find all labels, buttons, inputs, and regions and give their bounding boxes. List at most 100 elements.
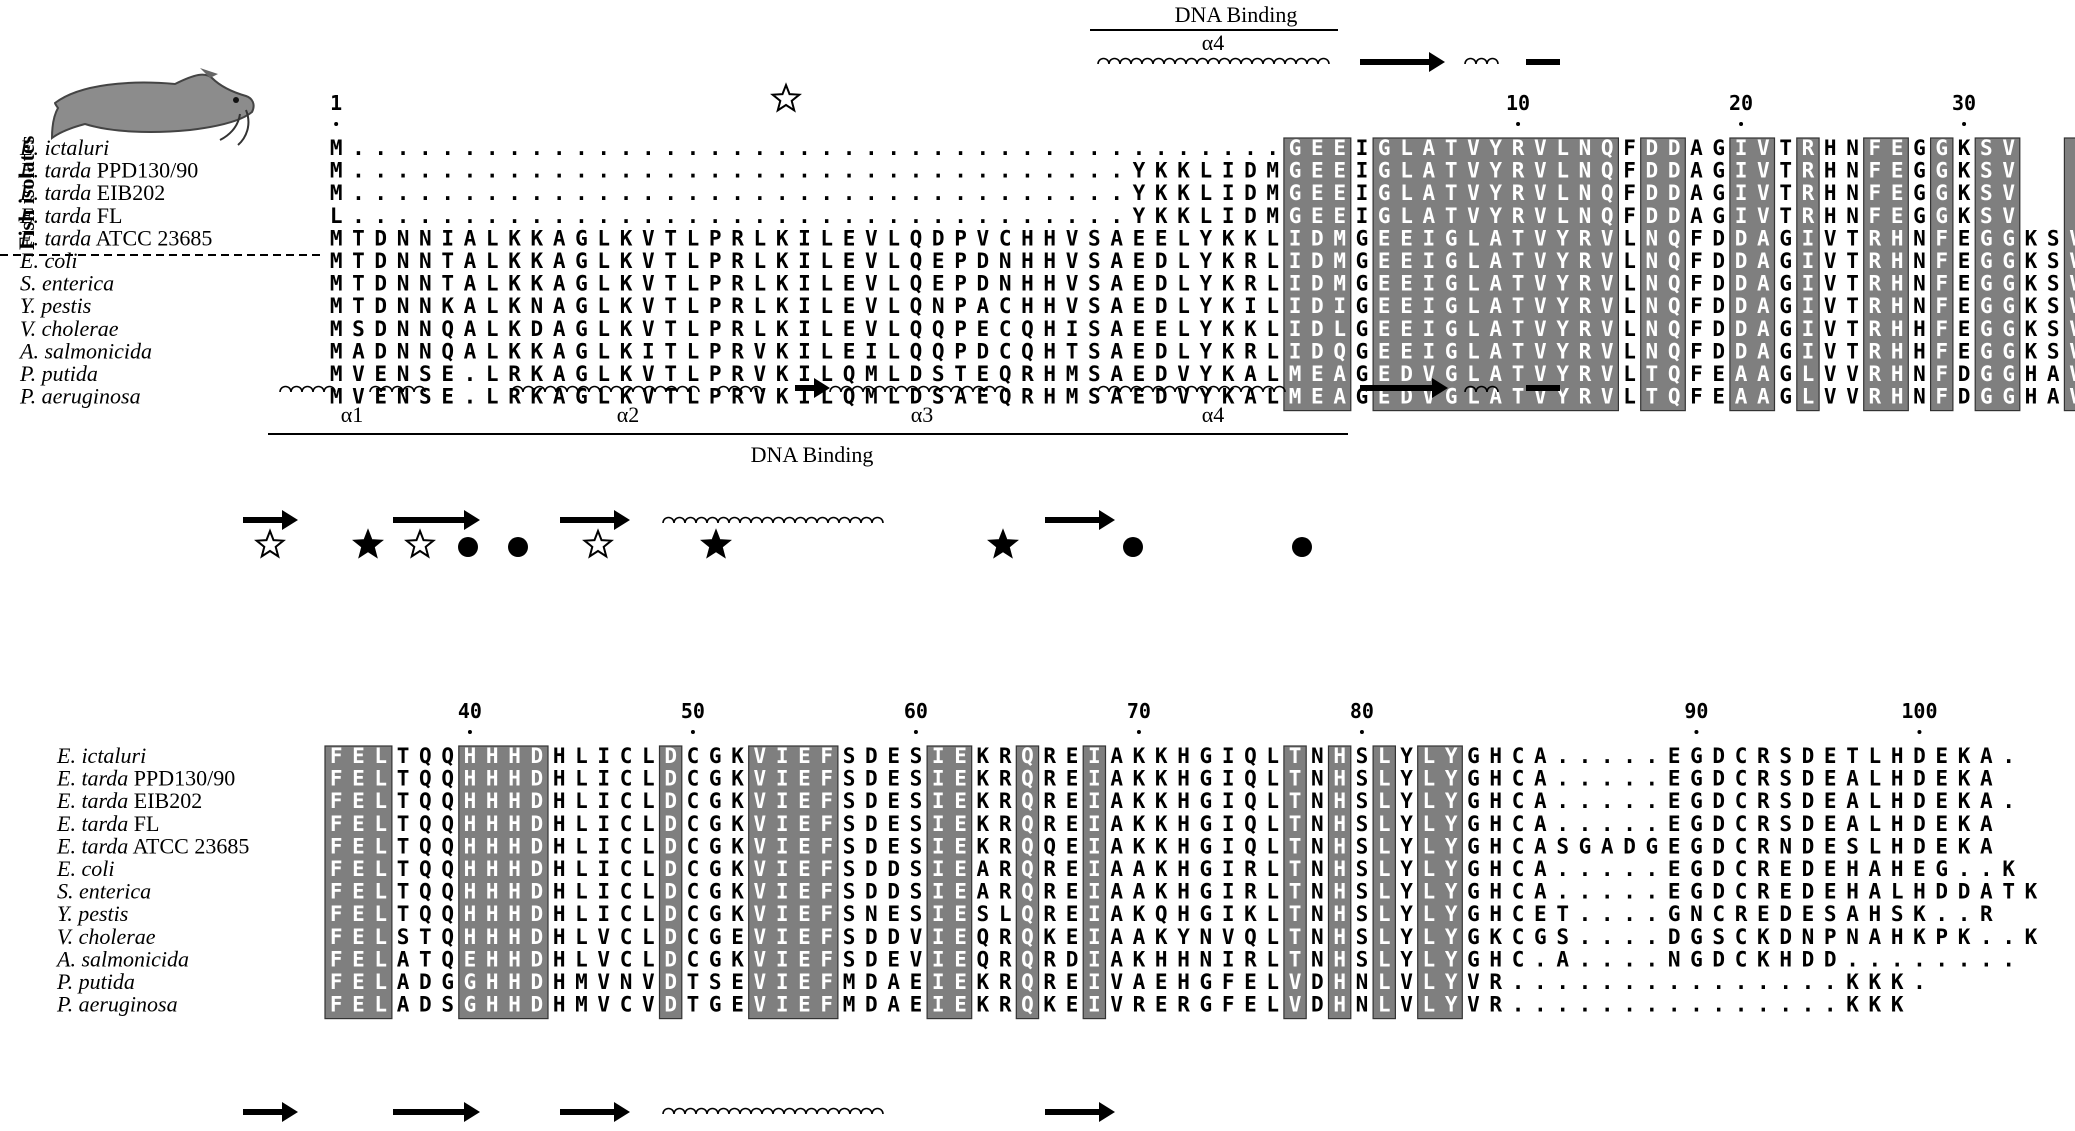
residue: D bbox=[1646, 159, 1659, 183]
residue: S bbox=[1779, 767, 1792, 791]
residue: . bbox=[999, 136, 1012, 160]
position-dot bbox=[690, 730, 695, 734]
residue: G bbox=[709, 744, 722, 768]
residue: G bbox=[1289, 159, 1302, 183]
residue: I bbox=[1356, 204, 1369, 228]
residue: C bbox=[1735, 925, 1748, 949]
residue: . bbox=[731, 136, 744, 160]
residue: G bbox=[2002, 339, 2015, 363]
residue: D bbox=[1400, 362, 1413, 386]
residue: G bbox=[1356, 249, 1369, 273]
residue: R bbox=[1802, 181, 1815, 205]
residue: R bbox=[999, 789, 1012, 813]
residue: L bbox=[687, 362, 700, 386]
residue: . bbox=[1601, 880, 1614, 904]
residue: S bbox=[843, 902, 856, 926]
residue: V bbox=[1601, 272, 1614, 296]
residue: E bbox=[954, 970, 967, 994]
residue: E bbox=[374, 385, 387, 409]
residue: D bbox=[1668, 159, 1681, 183]
residue: H bbox=[553, 767, 566, 791]
residue: L bbox=[575, 812, 588, 836]
residue: Q bbox=[1244, 925, 1257, 949]
residue: I bbox=[865, 339, 878, 363]
residue: H bbox=[1177, 880, 1190, 904]
residue: R bbox=[1489, 993, 1502, 1017]
residue: G bbox=[1913, 181, 1926, 205]
residue: A bbox=[1423, 181, 1436, 205]
conserved-column-box bbox=[1015, 745, 1040, 1020]
residue: N bbox=[419, 317, 432, 341]
residue: . bbox=[374, 159, 387, 183]
residue: I bbox=[1088, 993, 1101, 1017]
residue: E bbox=[1155, 317, 1168, 341]
fish-isolates-label: Fish isolates bbox=[14, 135, 39, 250]
conserved-column-box bbox=[748, 745, 839, 1020]
residue: F bbox=[1623, 181, 1636, 205]
filled-star-icon bbox=[987, 528, 1019, 559]
residue: E bbox=[352, 767, 365, 791]
helix-alpha4-label-top: α4 bbox=[1202, 30, 1225, 55]
residue: Y bbox=[1489, 204, 1502, 228]
residue: N bbox=[1646, 249, 1659, 273]
residue: V bbox=[2069, 339, 2075, 363]
residue: D bbox=[374, 339, 387, 363]
residue: T bbox=[1445, 204, 1458, 228]
residue: . bbox=[1088, 136, 1101, 160]
residue: F bbox=[1690, 272, 1703, 296]
residue: A bbox=[464, 226, 477, 250]
residue: H bbox=[1891, 362, 1904, 386]
residue: . bbox=[887, 159, 900, 183]
residue: . bbox=[352, 136, 365, 160]
residue: G bbox=[1712, 181, 1725, 205]
strand-bar bbox=[1526, 59, 1560, 65]
residue: V bbox=[2069, 317, 2075, 341]
residue: K bbox=[1177, 159, 1190, 183]
residue: V bbox=[597, 970, 610, 994]
residue: S bbox=[1980, 136, 1993, 160]
residue: F bbox=[1623, 159, 1636, 183]
residue: T bbox=[1289, 767, 1302, 791]
residue: S bbox=[1088, 317, 1101, 341]
residue: H bbox=[464, 812, 477, 836]
residue: K bbox=[1222, 385, 1235, 409]
residue: E bbox=[1133, 272, 1146, 296]
residue: D bbox=[977, 272, 990, 296]
position-dot bbox=[1359, 730, 1364, 734]
residue: E bbox=[1891, 181, 1904, 205]
residue: L bbox=[597, 272, 610, 296]
residue: A bbox=[1489, 317, 1502, 341]
residue: S bbox=[419, 362, 432, 386]
residue: . bbox=[798, 181, 811, 205]
residue: L bbox=[820, 272, 833, 296]
residue: Y bbox=[1445, 767, 1458, 791]
residue: H bbox=[1177, 970, 1190, 994]
residue: T bbox=[664, 339, 677, 363]
residue: A bbox=[553, 339, 566, 363]
conserved-column-box bbox=[1082, 745, 1107, 1020]
residue: H bbox=[1489, 834, 1502, 858]
residue: T bbox=[687, 970, 700, 994]
residue: H bbox=[486, 880, 499, 904]
residue: H bbox=[1891, 925, 1904, 949]
residue: . bbox=[1958, 947, 1971, 971]
residue: R bbox=[1757, 789, 1770, 813]
residue: L bbox=[642, 767, 655, 791]
residue: . bbox=[1601, 925, 1614, 949]
residue: H bbox=[1489, 767, 1502, 791]
residue: S bbox=[1980, 204, 1993, 228]
residue: A bbox=[1489, 294, 1502, 318]
residue: L bbox=[1467, 362, 1480, 386]
residue: L bbox=[1869, 767, 1882, 791]
residue: V bbox=[1534, 294, 1547, 318]
residue: I bbox=[776, 789, 789, 813]
residue: H bbox=[1489, 812, 1502, 836]
residue: A bbox=[1110, 789, 1123, 813]
residue: G bbox=[1779, 294, 1792, 318]
residue: L bbox=[754, 272, 767, 296]
residue: L bbox=[1623, 317, 1636, 341]
residue: V bbox=[2069, 294, 2075, 318]
residue: A bbox=[1423, 159, 1436, 183]
residue: Q bbox=[932, 317, 945, 341]
